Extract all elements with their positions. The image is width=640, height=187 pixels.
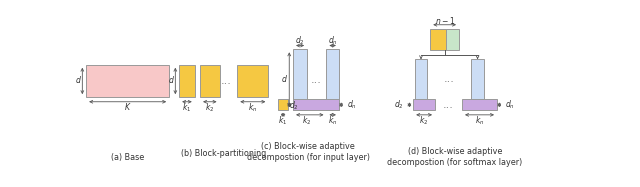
Text: d: d	[76, 76, 80, 85]
Bar	[415, 59, 428, 99]
Text: ...: ...	[443, 100, 454, 110]
Text: $d_2$: $d_2$	[295, 35, 305, 47]
Text: $n-1$: $n-1$	[435, 15, 455, 26]
Bar	[237, 65, 268, 97]
Text: (d) Block-wise adaptive
decompostion (for softmax layer): (d) Block-wise adaptive decompostion (fo…	[387, 148, 523, 167]
Text: $k_2$: $k_2$	[302, 115, 311, 127]
Text: $d_2$: $d_2$	[394, 99, 404, 111]
Bar	[472, 59, 484, 99]
Text: d: d	[168, 76, 173, 85]
Bar	[462, 99, 497, 110]
Text: (a) Base: (a) Base	[111, 153, 144, 162]
Text: $k_n$: $k_n$	[328, 115, 337, 127]
Text: $d_n$: $d_n$	[347, 99, 356, 111]
Text: $d_2$: $d_2$	[289, 99, 299, 112]
Text: ...: ...	[444, 74, 455, 84]
Bar	[86, 65, 169, 97]
Text: $k_n$: $k_n$	[475, 115, 484, 127]
Text: $k_1$: $k_1$	[182, 102, 191, 114]
Bar	[293, 49, 307, 110]
Bar	[278, 99, 289, 110]
Bar	[200, 65, 220, 97]
Text: $k_n$: $k_n$	[248, 102, 257, 114]
Text: $k_2$: $k_2$	[419, 115, 429, 127]
Bar	[326, 49, 339, 110]
Bar	[179, 65, 195, 97]
Text: (c) Block-wise adaptive
decompostion (for input layer): (c) Block-wise adaptive decompostion (fo…	[247, 142, 370, 162]
Text: ...: ...	[220, 76, 231, 86]
Text: $k_1$: $k_1$	[278, 115, 288, 127]
Text: K: K	[125, 103, 130, 112]
Bar	[430, 29, 446, 50]
Text: ...: ...	[311, 75, 322, 85]
Bar	[413, 99, 435, 110]
Text: (b) Block-partitioning: (b) Block-partitioning	[181, 149, 266, 158]
Text: $k_2$: $k_2$	[205, 102, 214, 114]
Text: $d_n$: $d_n$	[328, 35, 337, 47]
Text: d: d	[282, 75, 286, 84]
Bar	[446, 29, 459, 50]
Text: $d_n$: $d_n$	[505, 99, 515, 111]
Bar	[293, 99, 339, 110]
